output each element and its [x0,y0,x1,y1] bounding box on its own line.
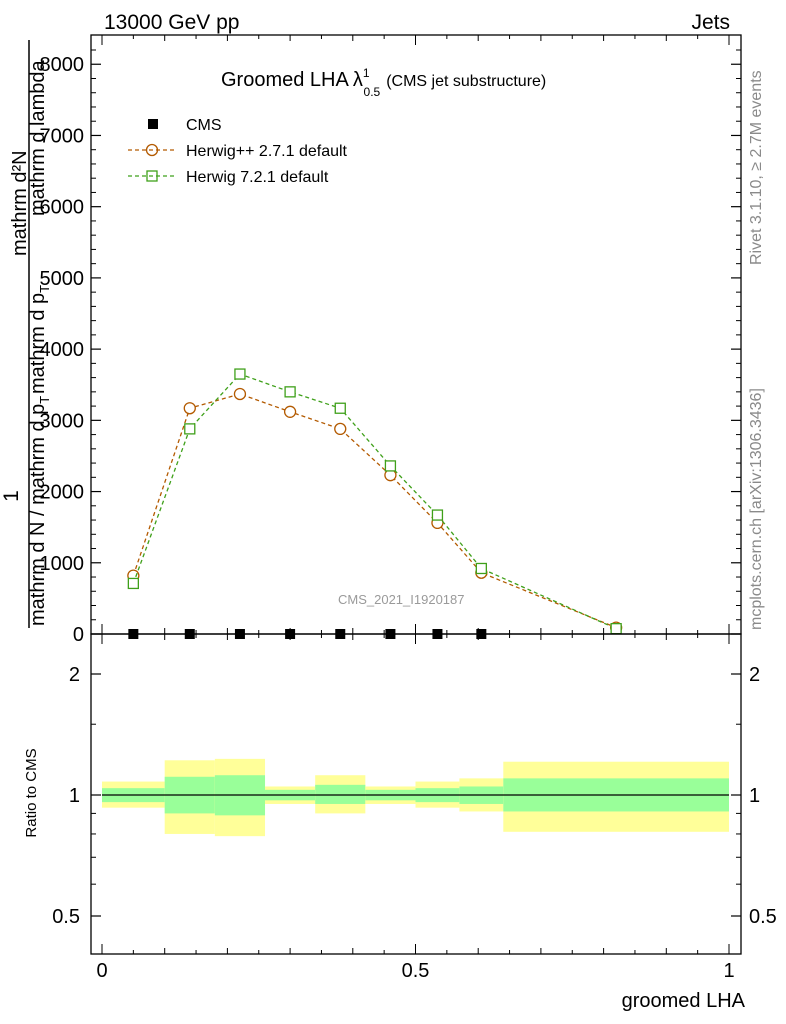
ratio-y-tick-label-right: 1 [749,785,760,807]
herwig7-point [284,386,296,398]
herwig7-point [431,509,444,521]
legend-marker-herwig7 [146,170,158,182]
herwigpp-point [334,422,347,436]
legend-marker-cms [148,119,158,129]
herwig7-point [610,623,622,635]
ratio-y-tick-label-left: 2 [69,664,80,686]
main-y-tick-label: 2000 [40,482,85,504]
herwigpp-line [132,393,617,629]
chart-title: Groomed LHA λ1 0.5(CMS jet substructure) [221,66,546,99]
herwigpp-point [183,402,196,415]
x-tick-label: 0 [96,960,107,982]
x-axis-title: groomed LHA [622,990,746,1012]
main-y-tick-label: 4000 [40,339,85,361]
mcplots-reference-text: mcplots.cern.ch [arXiv:1306.3436] [748,388,765,630]
main-y-tick-label: 5000 [40,268,85,290]
main-y-tick-label: 3000 [40,410,85,432]
main-axis-ticks: 0 1000 2000 3000 4000 5000 6000 7000 8000 [40,35,741,646]
energy-label: 13000 GeV pp [104,11,239,34]
legend-label-cms: CMS [186,117,222,134]
herwig7-point [127,577,140,590]
herwig7-line [132,373,617,630]
legend: CMS Herwig++ 2.7.1 default Herwig 7.2.1 … [128,117,348,186]
y-title-denominator-1: mathrm d N / mathrm d pT [27,396,52,626]
main-y-tick-label: 7000 [40,125,85,147]
ratio-y-tick-label-right: 0.5 [749,906,777,928]
x-tick-label: 1 [723,960,734,982]
category-label: Jets [691,11,730,34]
analysis-watermark: CMS_2021_I1920187 [338,592,465,607]
herwig7-point [184,423,196,435]
legend-marker-herwigpp [145,143,159,157]
ratio-band-inner [315,784,366,804]
legend-label-herwig7: Herwig 7.2.1 default [186,169,329,186]
y-title-numerator: mathrm d²N [9,150,31,256]
ratio-axis-ticks: 0.5 0.5 1 1 2 2 0 0.5 1 [52,634,777,982]
herwig7-point [334,402,346,414]
rivet-version-text: Rivet 3.1.10, ≥ 2.7M events [748,70,765,265]
ratio-y-tick-label-right: 2 [749,664,760,686]
main-y-axis-title: 1 mathrm d²N mathrm d N / mathrm d pT ma… [0,40,52,628]
ratio-y-axis-title: Ratio to CMS [23,748,40,837]
main-y-tick-label: 6000 [40,197,85,219]
ratio-plot-frame [90,633,742,955]
herwigpp-point [283,405,297,418]
main-y-tick-label: 0 [73,624,84,646]
y-title-denominator-2: mathrm d pT [27,285,52,394]
herwig7-point [475,562,487,575]
ratio-y-tick-label-left: 0.5 [52,906,80,928]
y-title-denominator-3: mathrm d lambda [27,60,49,216]
ratio-y-tick-label-left: 1 [69,785,80,807]
herwig7-point [384,460,397,472]
y-title-prefactor: 1 [0,490,23,502]
herwigpp-point [233,387,247,401]
herwig7-point [234,368,246,380]
main-y-tick-label: 1000 [40,553,85,575]
legend-label-herwigpp: Herwig++ 2.7.1 default [186,143,348,160]
ratio-uncertainty-bands [102,758,729,837]
main-y-tick-label: 8000 [40,54,85,76]
x-tick-label: 0.5 [402,960,430,982]
